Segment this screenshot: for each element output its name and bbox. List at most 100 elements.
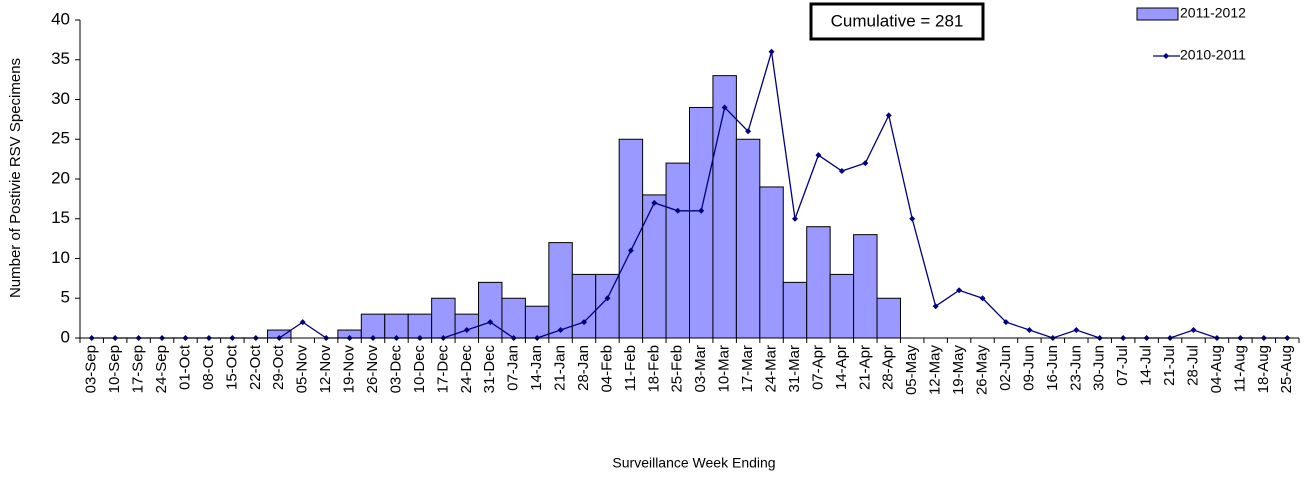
marker	[1026, 327, 1033, 334]
marker	[768, 48, 775, 55]
x-tick-label: 10-Sep	[106, 345, 123, 393]
marker	[956, 287, 963, 294]
x-tick-label: 11-Feb	[622, 345, 639, 391]
bar	[689, 106, 714, 339]
x-tick-label: 25-Aug	[1278, 345, 1295, 393]
x-tick-label: 28-Jan	[575, 345, 592, 391]
x-tick-label: 23-Jun	[1067, 345, 1084, 391]
x-tick-label: 19-Nov	[341, 345, 358, 394]
x-tick-label: 22-Oct	[247, 344, 264, 390]
annotation-frame	[809, 2, 985, 41]
x-tick-label: 29-Oct	[270, 344, 287, 390]
y-tick-label: 15	[51, 208, 70, 227]
x-tick-label: 15-Oct	[223, 344, 240, 390]
x-axis-label: Surveillance Week Ending	[612, 455, 775, 471]
bar	[782, 281, 808, 339]
x-tick-label: 12-May	[927, 345, 944, 396]
marker	[674, 207, 681, 214]
x-tick-label: 28-Jul	[1184, 345, 1201, 386]
marker	[909, 215, 916, 222]
bar	[454, 313, 480, 339]
x-tick-label: 24-Dec	[458, 345, 475, 394]
x-tick-label: 03-Sep	[83, 345, 100, 393]
x-tick-label: 30-Jun	[1091, 345, 1108, 391]
marker	[651, 199, 658, 206]
y-tick-label: 10	[51, 248, 70, 267]
y-axis-label: Number of Postivie RSV Specimens	[7, 58, 24, 298]
bar	[853, 234, 878, 339]
x-tick-label: 26-May	[973, 345, 990, 396]
x-tick-label: 24-Mar	[763, 345, 780, 393]
bar	[524, 305, 550, 339]
marker	[979, 295, 986, 302]
bar	[360, 313, 386, 339]
bar	[665, 162, 690, 339]
x-tick-label: 09-Jun	[1020, 345, 1037, 391]
bar	[806, 226, 831, 339]
x-tick-label: 03-Mar	[692, 345, 709, 393]
legend-swatch	[1136, 7, 1179, 21]
x-tick-label: 17-Mar	[739, 345, 756, 393]
x-tick-label: 25-Feb	[669, 345, 686, 393]
y-tick-label: 5	[61, 288, 70, 307]
x-tick-label: 04-Feb	[598, 345, 615, 393]
x-tick-label: 18-Feb	[645, 345, 662, 393]
x-tick-label: 26-Nov	[364, 345, 381, 394]
x-tick-label: 07-Jan	[505, 345, 522, 391]
x-tick-label: 24-Sep	[153, 345, 170, 393]
marker	[791, 215, 798, 222]
x-tick-label: 14-Jan	[528, 345, 545, 391]
marker	[604, 295, 611, 302]
marker	[487, 319, 494, 326]
y-tick-label: 40	[51, 9, 70, 28]
marker	[557, 327, 564, 334]
marker	[1190, 327, 1197, 334]
y-tick-label: 35	[51, 49, 70, 68]
bar	[548, 242, 573, 339]
x-tick-label: 21-Apr	[856, 345, 873, 390]
marker	[581, 319, 588, 326]
marker	[1073, 327, 1080, 334]
marker	[885, 112, 892, 119]
x-tick-label: 21-Jul	[1161, 345, 1178, 386]
x-tick-label: 03-Dec	[387, 345, 404, 394]
x-tick-label: 18-Aug	[1255, 345, 1272, 393]
bar	[759, 186, 784, 339]
legend-label: 2010-2011	[1180, 47, 1246, 63]
x-tick-label: 21-Jan	[552, 345, 569, 391]
x-tick-label: 10-Mar	[716, 345, 733, 393]
bar	[829, 273, 855, 339]
x-tick-label: 05-May	[903, 345, 920, 396]
marker	[299, 319, 306, 326]
x-tick-label: 28-Apr	[880, 345, 897, 390]
x-tick-label: 14-Jul	[1138, 345, 1155, 386]
x-tick-label: 07-Apr	[809, 345, 826, 390]
x-tick-label: 31-Dec	[481, 345, 498, 394]
x-tick-label: 08-Oct	[200, 344, 217, 390]
marker	[721, 104, 728, 111]
line	[91, 51, 1288, 339]
marker	[1002, 319, 1009, 326]
annotation-box: Cumulative = 281	[809, 2, 985, 41]
x-tick-label: 07-Jul	[1114, 345, 1131, 386]
x-tick-label: 14-Apr	[833, 345, 850, 390]
bar	[407, 313, 433, 339]
x-tick-label: 10-Dec	[411, 345, 428, 394]
y-tick-label: 20	[51, 168, 70, 187]
bar	[431, 297, 456, 339]
legend-marker	[1163, 53, 1169, 59]
marker	[815, 152, 822, 159]
legend-label: 2011-2012	[1180, 5, 1246, 21]
bar	[478, 281, 503, 339]
y-tick-label: 25	[51, 129, 70, 148]
annotation: Cumulative = 281	[831, 11, 964, 30]
x-tick-label: 19-May	[950, 345, 967, 396]
bar	[571, 273, 597, 339]
x-tick-label: 17-Dec	[434, 345, 451, 394]
x-tick-label: 05-Nov	[294, 345, 311, 394]
x-tick-label: 16-Jun	[1044, 345, 1061, 391]
marker	[463, 327, 470, 334]
bar	[618, 138, 644, 339]
marker	[627, 247, 634, 254]
